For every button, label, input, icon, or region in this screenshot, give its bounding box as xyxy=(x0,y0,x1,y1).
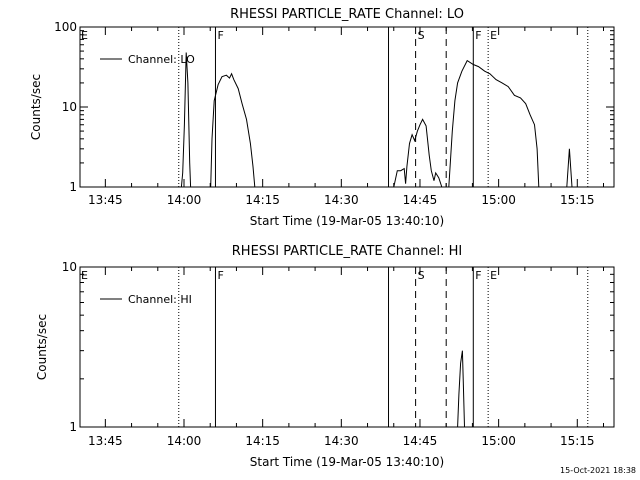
x-tick-label: 15:00 xyxy=(481,193,516,207)
x-axis-label: Start Time (19-Mar-05 13:40:10) xyxy=(250,214,444,228)
series-line xyxy=(566,148,573,188)
event-marker-label: S xyxy=(418,269,425,282)
x-axis-label: Start Time (19-Mar-05 13:40:10) xyxy=(250,455,444,469)
series-line xyxy=(448,59,540,188)
y-tick-label: 10 xyxy=(62,260,77,274)
plot-frame xyxy=(79,26,615,188)
event-marker-label: E xyxy=(490,29,497,42)
x-tick-label: 13:45 xyxy=(88,434,123,448)
x-tick-label: 15:00 xyxy=(481,434,516,448)
chart-title: RHESSI PARTICLE_RATE Channel: HI xyxy=(232,244,462,259)
event-marker-label: F xyxy=(475,29,481,42)
y-tick-label: 1 xyxy=(69,420,77,434)
series-line xyxy=(393,118,443,188)
y-axis-label: Counts/sec xyxy=(29,74,43,140)
series-line xyxy=(180,52,192,188)
x-tick-label: 14:45 xyxy=(403,193,438,207)
x-tick-label: 14:00 xyxy=(167,193,202,207)
x-tick-label: 14:45 xyxy=(403,434,438,448)
x-tick-label: 14:00 xyxy=(167,434,202,448)
x-tick-label: 14:15 xyxy=(245,193,280,207)
event-marker-label: F xyxy=(217,29,223,42)
event-marker-label: F xyxy=(475,269,481,282)
plot-timestamp: 15-Oct-2021 18:38 xyxy=(560,466,636,475)
chart-title: RHESSI PARTICLE_RATE Channel: LO xyxy=(230,7,464,22)
x-tick-label: 14:30 xyxy=(324,193,359,207)
chart-panel-2: RHESSI PARTICLE_RATE Channel: HI 13:45 14:… xyxy=(35,244,615,469)
series-line xyxy=(457,350,465,428)
x-tick-label: 13:45 xyxy=(88,193,123,207)
y-tick-label: 1 xyxy=(69,180,77,194)
event-marker-label: F xyxy=(217,269,223,282)
plot-frame xyxy=(79,266,615,428)
y-axis-label: Counts/sec xyxy=(35,314,49,380)
x-tick-label: 14:15 xyxy=(245,434,280,448)
y-tick-label: 10 xyxy=(62,100,77,114)
series-line xyxy=(210,72,256,188)
x-tick-label: 15:15 xyxy=(560,434,595,448)
event-marker-label: E xyxy=(81,269,88,282)
event-marker-label: E xyxy=(81,29,88,42)
event-marker-label: S xyxy=(418,29,425,42)
legend-label: Channel: LO xyxy=(128,53,195,66)
x-tick-label: 15:15 xyxy=(560,193,595,207)
y-tick-label: 100 xyxy=(54,20,77,34)
x-tick-label: 14:30 xyxy=(324,434,359,448)
legend-label: Channel: HI xyxy=(128,293,192,306)
event-marker-label: E xyxy=(490,269,497,282)
chart-panel-1: RHESSI PARTICLE_RATE Channel: LO 13:45 14:… xyxy=(29,7,615,228)
